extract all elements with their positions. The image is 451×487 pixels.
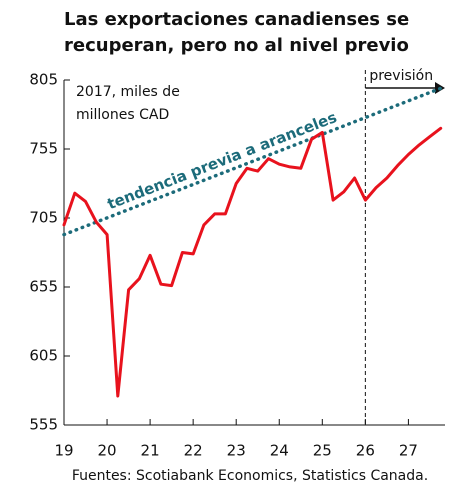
units-note: millones CAD [76,107,169,123]
forecast-label: previsión [369,68,433,84]
x-tick-label: 22 [184,442,203,460]
y-tick-label: 605 [29,347,58,365]
trend-line [62,86,443,237]
x-tick-label: 25 [313,442,332,460]
chart-title: Las exportaciones canadienses se [64,9,409,30]
x-tick-label: 21 [141,442,160,460]
x-tick-label: 20 [98,442,117,460]
x-tick-label: 24 [270,442,289,460]
y-tick-label: 805 [29,71,58,89]
x-tick-label: 23 [227,442,246,460]
x-tick-label: 26 [356,442,375,460]
data-line [62,126,443,398]
chart-title: recuperan, pero no al nivel previo [64,35,409,56]
source: Fuentes: Scotiabank Economics, Statistic… [72,468,428,484]
y-tick-label: 655 [29,278,58,296]
y-tick-label: 755 [29,140,58,158]
y-tick-label: 705 [29,209,58,227]
units-note: 2017, miles de [76,84,180,100]
x-tick-label: 19 [54,442,73,460]
x-tick-label: 27 [399,442,418,460]
y-tick-label: 555 [29,416,58,434]
